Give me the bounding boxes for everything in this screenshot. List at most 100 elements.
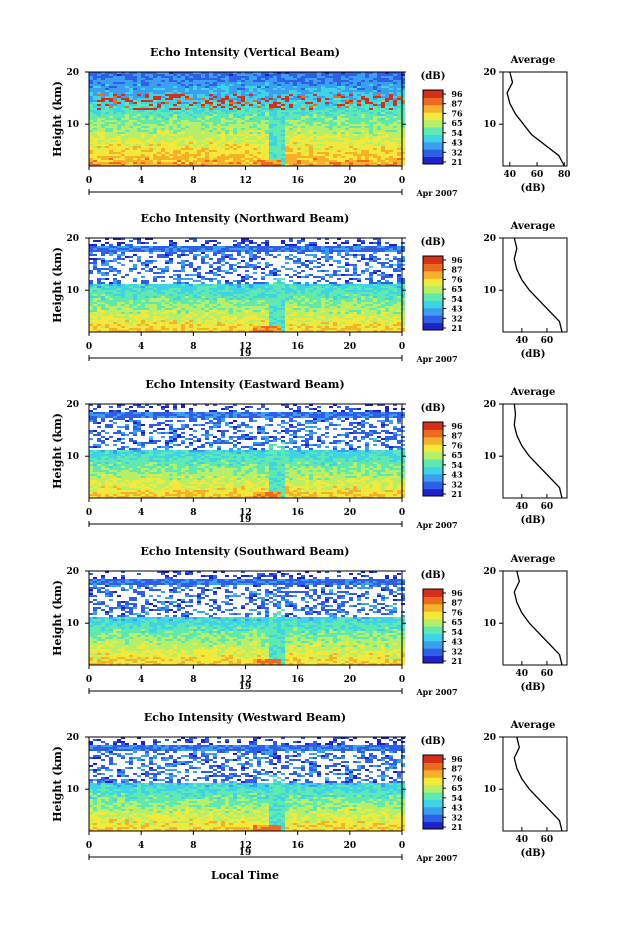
heatmap-cell [385, 164, 389, 166]
heatmap-cell [161, 140, 165, 142]
heatmap-cell [269, 108, 273, 110]
heatmap-cell [221, 164, 225, 166]
heatmap-cell [337, 78, 341, 80]
heatmap-cell [221, 142, 225, 144]
heatmap-cell [313, 92, 317, 94]
heatmap-cell [253, 108, 257, 110]
heatmap-cell [89, 292, 93, 294]
heatmap-cell [117, 128, 121, 130]
heatmap-cell [149, 120, 153, 122]
heatmap-cell [225, 160, 229, 162]
heatmap-cell [169, 146, 173, 148]
heatmap-cell [209, 264, 213, 266]
heatmap-cell [393, 284, 397, 286]
heatmap-cell [241, 74, 245, 76]
heatmap-cell [285, 82, 289, 84]
heatmap-cell [281, 140, 285, 142]
heatmap-cell [325, 88, 329, 90]
heatmap-cell [89, 126, 93, 128]
heatmap-cell [105, 284, 109, 286]
heatmap-cell [149, 130, 153, 132]
heatmap-cell [117, 244, 121, 246]
heatmap-cell [341, 90, 345, 92]
heatmap-cell [277, 86, 281, 88]
heatmap-cell [257, 106, 261, 108]
heatmap-cell [169, 92, 173, 94]
heatmap-cell [237, 116, 241, 118]
heatmap-cell [301, 246, 305, 248]
heatmap-cell [393, 86, 397, 88]
heatmap-cell [101, 100, 105, 102]
heatmap-cell [357, 156, 361, 158]
heatmap-cell [289, 88, 293, 90]
heatmap-cell [185, 158, 189, 160]
heatmap-cell [225, 82, 229, 84]
heatmap-cell [165, 120, 169, 122]
heatmap-cell [281, 286, 285, 288]
heatmap-cell [317, 138, 321, 140]
heatmap-cell [261, 100, 265, 102]
heatmap-cell [165, 108, 169, 110]
heatmap-cell [145, 78, 149, 80]
heatmap-cell [301, 162, 305, 164]
heatmap-cell [385, 122, 389, 124]
heatmap-cell [265, 130, 269, 132]
heatmap-cell [217, 286, 221, 288]
heatmap-cell [353, 248, 357, 250]
heatmap-cell [197, 130, 201, 132]
heatmap-cell [93, 288, 97, 290]
heatmap-cell [305, 140, 309, 142]
heatmap-cell [301, 84, 305, 86]
heatmap-cell [153, 140, 157, 142]
heatmap-cell [277, 136, 281, 138]
heatmap-cell [93, 94, 97, 96]
heatmap-cell [165, 86, 169, 88]
heatmap-cell [357, 240, 361, 242]
heatmap-cell [197, 288, 201, 290]
heatmap-cell [121, 110, 125, 112]
heatmap-cell [357, 154, 361, 156]
heatmap-cell [257, 148, 261, 150]
heatmap-cell [301, 248, 305, 250]
heatmap-cell [141, 134, 145, 136]
heatmap-cell [125, 288, 129, 290]
heatmap-cell [393, 136, 397, 138]
heatmap-cell [201, 276, 205, 278]
heatmap-cell [381, 102, 385, 104]
heatmap-cell [305, 94, 309, 96]
heatmap-cell [205, 272, 209, 274]
heatmap-cell [181, 134, 185, 136]
heatmap-cell [237, 248, 241, 250]
heatmap-cell [377, 138, 381, 140]
heatmap-cell [301, 74, 305, 76]
heatmap-cell [325, 270, 329, 272]
heatmap-cell [189, 100, 193, 102]
heatmap-cell [277, 250, 281, 252]
heatmap-cell [105, 290, 109, 292]
heatmap-cell [217, 156, 221, 158]
heatmap-cell [317, 152, 321, 154]
heatmap-cell [373, 140, 377, 142]
heatmap-cell [361, 250, 365, 252]
heatmap-cell [389, 86, 393, 88]
heatmap-cell [257, 112, 261, 114]
heatmap-cell [257, 160, 261, 162]
heatmap-cell [165, 98, 169, 100]
heatmap-cell [117, 288, 121, 290]
heatmap-cell [333, 84, 337, 86]
panel-title: Echo Intensity (Vertical Beam) [150, 46, 340, 59]
heatmap-cell [177, 156, 181, 158]
heatmap-cell [193, 134, 197, 136]
heatmap-cell [141, 90, 145, 92]
heatmap-cell [321, 90, 325, 92]
heatmap-cell [173, 112, 177, 114]
heatmap-cell [261, 158, 265, 160]
heatmap-cell [281, 156, 285, 158]
heatmap-cell [377, 248, 381, 250]
heatmap-cell [281, 288, 285, 290]
heatmap-cell [209, 128, 213, 130]
heatmap-cell [353, 278, 357, 280]
heatmap-cell [241, 238, 245, 240]
heatmap-cell [149, 112, 153, 114]
heatmap-cell [149, 164, 153, 166]
